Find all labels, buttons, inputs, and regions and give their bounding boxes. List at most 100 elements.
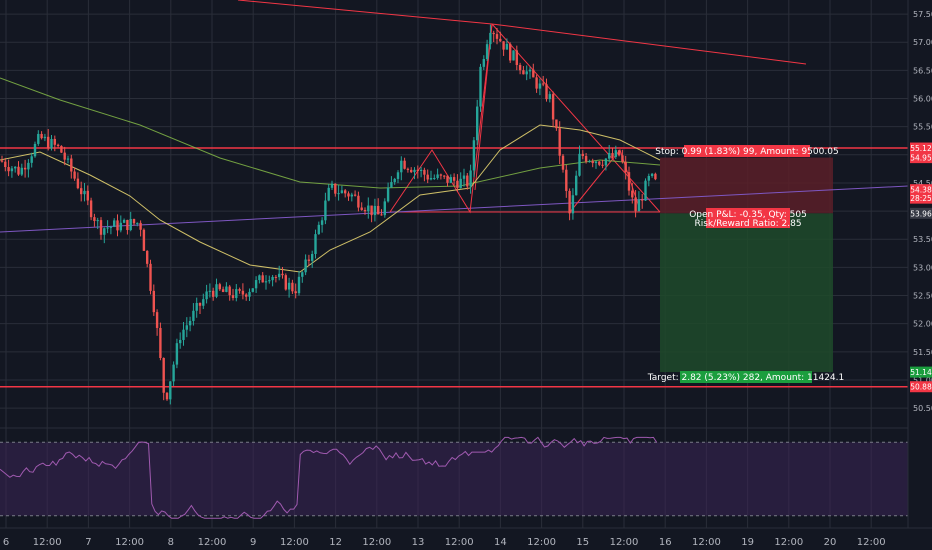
candle xyxy=(132,219,136,224)
time-tick-label: 12:00 xyxy=(198,537,227,548)
candle xyxy=(155,312,159,328)
candle xyxy=(551,94,555,120)
time-axis-ticks: 6 12:00 7 12:00 8 12:00 9 12:00 12 12:00 13 12:00 14… xyxy=(3,537,886,548)
candle xyxy=(621,155,624,162)
candle xyxy=(317,224,320,235)
price-tag-label: 55.12 xyxy=(910,144,932,153)
candle xyxy=(159,327,162,358)
candle xyxy=(304,259,307,273)
candle xyxy=(192,310,195,321)
candle xyxy=(598,161,601,165)
candle xyxy=(377,205,380,215)
purple-trendline xyxy=(0,185,909,233)
candle xyxy=(47,136,50,149)
candle xyxy=(634,197,637,212)
candle xyxy=(86,190,89,201)
candle xyxy=(499,38,502,42)
candle xyxy=(492,32,495,35)
candle xyxy=(624,161,627,173)
time-tick-label: 20 xyxy=(824,537,837,548)
candle xyxy=(380,214,383,216)
candle xyxy=(109,226,113,228)
pnl-box: Open P&L: -0.35, Qty: 505 Risk/Reward Ra… xyxy=(689,208,807,229)
candle xyxy=(27,162,30,170)
price-tick-label: 51.00 xyxy=(913,376,932,385)
candle xyxy=(165,392,169,400)
candle xyxy=(466,175,469,187)
candle xyxy=(116,220,119,231)
red-trendline xyxy=(491,23,807,65)
candle xyxy=(60,145,63,153)
candle xyxy=(93,217,96,221)
candle xyxy=(4,161,7,168)
candle xyxy=(617,150,621,156)
candle xyxy=(14,166,17,169)
red-trendline xyxy=(569,148,641,213)
candle xyxy=(307,259,311,261)
price-tick-label: 54.50 xyxy=(913,179,932,188)
candle xyxy=(278,273,281,278)
candle xyxy=(637,199,641,212)
candle xyxy=(228,286,231,296)
candle xyxy=(245,294,248,297)
rsi-band xyxy=(0,442,908,516)
candle xyxy=(146,250,149,264)
candle xyxy=(535,77,538,89)
candle xyxy=(416,169,419,172)
candle xyxy=(70,158,73,172)
candle xyxy=(614,150,617,157)
price-tick-label: 53.50 xyxy=(913,235,932,244)
candle xyxy=(426,174,429,180)
candle xyxy=(195,302,198,311)
candle xyxy=(261,275,264,283)
candle xyxy=(241,290,245,295)
candle xyxy=(383,201,386,216)
price-tick-label: 56.00 xyxy=(913,95,932,104)
candle xyxy=(575,175,578,196)
candle xyxy=(522,70,525,75)
time-tick-label: 15 xyxy=(576,537,589,548)
price-tick-label: 52.50 xyxy=(913,292,932,301)
price-axis-background xyxy=(908,0,932,550)
time-tick-label: 12:00 xyxy=(692,537,721,548)
candle xyxy=(126,219,129,231)
candle xyxy=(66,158,70,160)
candle xyxy=(340,190,344,194)
time-tick-label: 12:00 xyxy=(362,537,391,548)
candle xyxy=(281,273,284,276)
candle xyxy=(509,43,512,61)
candle xyxy=(212,290,215,297)
candle xyxy=(631,190,634,198)
time-tick-label: 7 xyxy=(85,537,91,548)
candle xyxy=(182,329,185,340)
position-zones xyxy=(660,157,833,373)
red-trendline xyxy=(237,0,493,25)
candle xyxy=(479,66,482,107)
candle xyxy=(594,161,598,164)
time-tick-label: 12:00 xyxy=(857,537,886,548)
target-label: Target: 2.82 (5.23%) 282, Amount: 11424.… xyxy=(647,371,844,383)
candle xyxy=(208,290,212,292)
price-tag xyxy=(910,184,932,196)
price-tag-label: 28:25 xyxy=(910,194,932,203)
time-tick-label: 8 xyxy=(168,537,174,548)
candle xyxy=(654,173,657,180)
pnl-text: Open P&L: -0.35, Qty: 505 xyxy=(689,210,807,220)
candle xyxy=(235,289,238,298)
candle xyxy=(373,205,377,216)
candle xyxy=(297,276,301,294)
candle xyxy=(202,299,205,306)
candle xyxy=(571,195,575,214)
time-tick-label: 12:00 xyxy=(527,537,556,548)
candle xyxy=(268,280,271,282)
candle xyxy=(472,140,476,171)
candle xyxy=(568,190,571,214)
stop-label: Stop: 0.99 (1.83%) 99, Amount: 9500.05 xyxy=(655,145,839,157)
candle xyxy=(152,290,155,313)
candle xyxy=(462,175,466,179)
candle xyxy=(287,282,291,290)
candle xyxy=(73,171,76,179)
time-tick-label: 12:00 xyxy=(280,537,309,548)
candle xyxy=(76,178,80,189)
